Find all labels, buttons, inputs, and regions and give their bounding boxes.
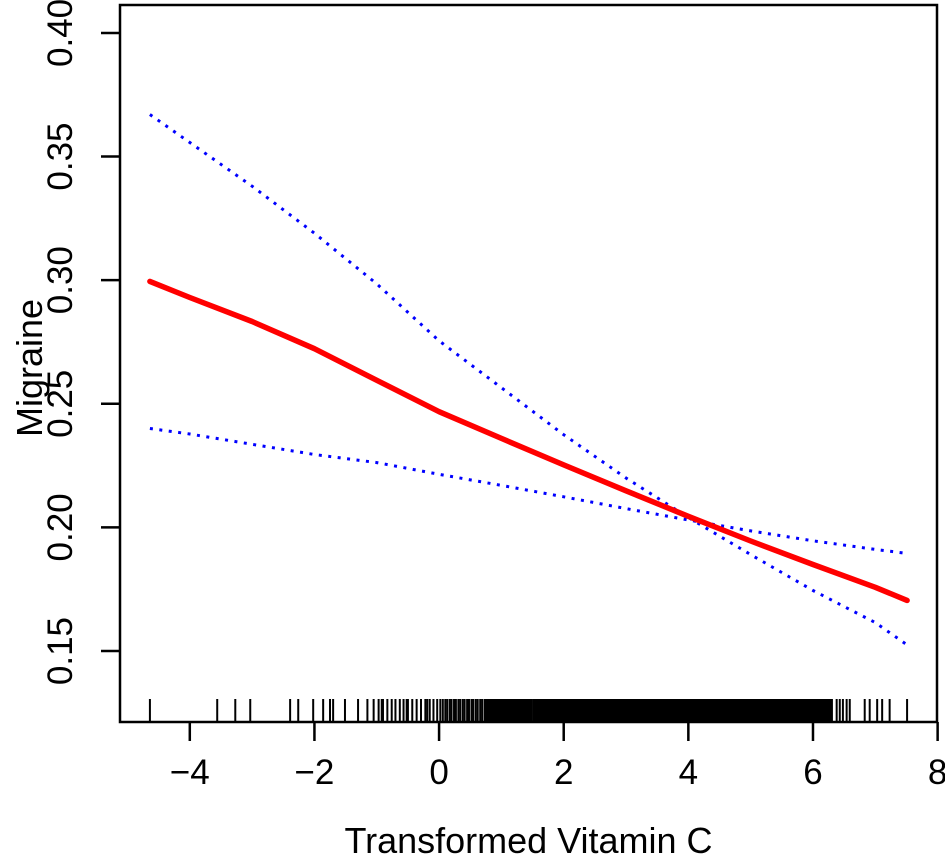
x-tick-label: 6 (803, 753, 822, 792)
y-tick-label: 0.40 (41, 0, 80, 67)
y-tick-label: 0.25 (41, 370, 80, 438)
x-tick-label: 4 (679, 753, 698, 792)
x-tick-label: −2 (294, 753, 334, 792)
x-axis-title: Transformed Vitamin C (344, 820, 713, 861)
x-tick-label: −4 (170, 753, 210, 792)
rug-dense-band (532, 699, 833, 722)
y-tick-label: 0.35 (41, 122, 80, 190)
x-tick-label: 2 (554, 753, 573, 792)
x-tick-label: 8 (928, 753, 945, 792)
y-tick-label: 0.20 (41, 493, 80, 561)
y-tick-label: 0.30 (41, 246, 80, 314)
fitted-line (147, 278, 910, 604)
plot-border (118, 3, 939, 724)
y-tick-label: 0.15 (41, 617, 80, 685)
ci-upper-line (149, 113, 908, 647)
x-tick-label: 0 (429, 753, 448, 792)
y-axis-title: Migraine (9, 298, 50, 438)
